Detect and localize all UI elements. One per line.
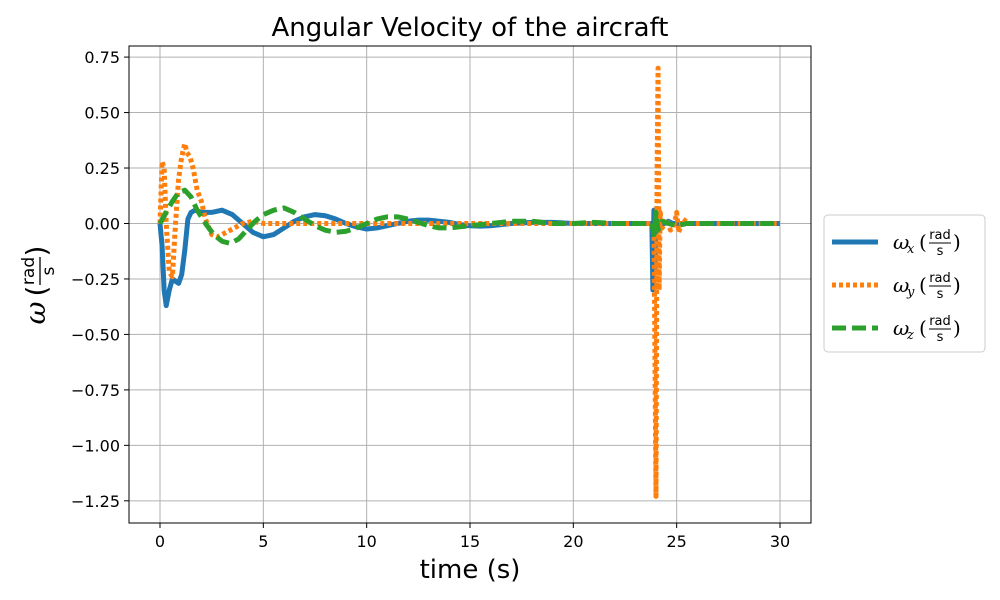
legend-numerator: rad	[929, 228, 951, 243]
legend-denominator: s	[937, 287, 944, 302]
legend-open-paren: (	[919, 316, 927, 340]
legend-denominator: s	[937, 244, 944, 259]
legend-symbol: ω	[893, 273, 909, 297]
legend-symbol: ω	[893, 230, 909, 254]
y-tick-label: 0.00	[84, 214, 120, 233]
y-axis-label-close-paren: )	[20, 246, 53, 257]
legend-subscript: y	[906, 285, 915, 300]
legend-numerator: rad	[929, 314, 951, 329]
legend-close-paren: )	[953, 230, 961, 254]
legend-open-paren: (	[919, 273, 927, 297]
legend-close-paren: )	[953, 316, 961, 340]
y-tick-label: −1.00	[71, 436, 120, 455]
legend-frame	[823, 214, 986, 353]
y-axis-label-numerator: rad	[19, 257, 39, 285]
legend-symbol: ω	[893, 316, 909, 340]
y-tick-label: −0.50	[71, 325, 120, 344]
y-tick-label: 0.75	[84, 48, 120, 67]
y-axis-label-open-paren: (	[20, 286, 53, 297]
y-tick-label: −0.75	[71, 381, 120, 400]
y-axis-label-denominator: s	[39, 266, 59, 275]
axis-ticks: 0 5 10 15 20 25 30 0.75 0.50 0.25 0.00 −0.25 −0.50 −0…	[71, 48, 790, 551]
x-tick-label: 0	[155, 532, 165, 551]
legend-subscript: z	[906, 328, 914, 343]
legend-numerator: rad	[929, 271, 951, 286]
series-layer	[157, 65, 780, 499]
x-tick-label: 25	[666, 532, 686, 551]
x-tick-label: 30	[770, 532, 790, 551]
legend-denominator: s	[937, 330, 944, 345]
x-tick-label: 5	[258, 532, 268, 551]
y-tick-label: −1.25	[71, 492, 120, 511]
y-axis-label-symbol: ω	[19, 301, 52, 324]
series-line-z	[157, 187, 780, 246]
x-axis-label: time (s)	[420, 555, 521, 585]
chart-title: Angular Velocity of the aircraft	[272, 13, 669, 43]
y-tick-label: −0.25	[71, 270, 120, 289]
y-axis-label: ω ( rad s )	[19, 246, 59, 325]
y-tick-label: 0.25	[84, 159, 120, 178]
x-tick-label: 10	[356, 532, 376, 551]
legend-subscript: x	[907, 242, 915, 257]
x-tick-label: 15	[460, 532, 480, 551]
legend-open-paren: (	[919, 230, 927, 254]
y-tick-label: 0.50	[84, 104, 120, 123]
legend-close-paren: )	[953, 273, 961, 297]
x-tick-label: 20	[563, 532, 583, 551]
